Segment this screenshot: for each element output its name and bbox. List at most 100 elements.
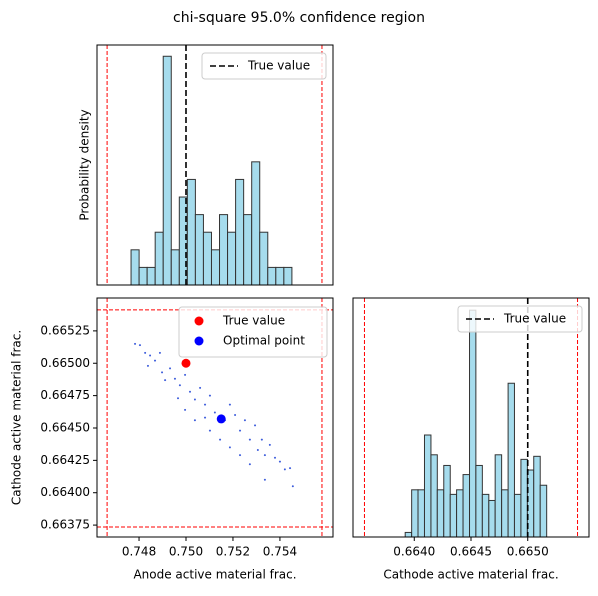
bar bbox=[235, 178, 245, 286]
bar bbox=[488, 499, 496, 538]
x-tick-label: 0.752 bbox=[216, 545, 250, 559]
sample-point bbox=[289, 467, 292, 470]
sample-point bbox=[149, 354, 152, 357]
sample-point bbox=[144, 351, 147, 354]
bar bbox=[507, 382, 515, 538]
sample-point bbox=[154, 359, 157, 362]
sample-point bbox=[204, 403, 207, 406]
panel: Probability density True value bbox=[78, 44, 334, 286]
sample-point bbox=[184, 373, 187, 376]
sample-point bbox=[146, 364, 149, 367]
bar bbox=[210, 249, 221, 286]
bar bbox=[154, 231, 164, 286]
bar bbox=[130, 249, 140, 286]
bar bbox=[501, 489, 509, 538]
bar bbox=[186, 178, 196, 286]
sample-point bbox=[219, 438, 222, 441]
bar bbox=[251, 161, 261, 286]
bar bbox=[462, 474, 471, 538]
sample-point bbox=[260, 438, 263, 441]
legend-label: Optimal point bbox=[223, 334, 305, 348]
plot-frame bbox=[96, 44, 334, 286]
panel: 0.748 0.750 0.752 0.754 0.66375 0.66400 0.6642… bbox=[10, 297, 334, 582]
x-tick-label: 0.6650 bbox=[507, 545, 549, 559]
sample-point bbox=[161, 371, 164, 374]
bar bbox=[449, 493, 458, 538]
sample-point bbox=[248, 438, 251, 441]
bar bbox=[423, 434, 432, 538]
bar bbox=[475, 464, 483, 538]
sample-point bbox=[158, 351, 161, 354]
y-axis-label: Cathode active material frac. bbox=[10, 330, 24, 505]
x-tick-label: 0.754 bbox=[263, 545, 297, 559]
bar bbox=[456, 489, 464, 538]
legend-symbol bbox=[194, 336, 204, 346]
plot-frame bbox=[352, 297, 590, 538]
bar bbox=[494, 454, 503, 538]
x-tick-label: 0.750 bbox=[169, 545, 203, 559]
y-tick-label: 0.66500 bbox=[40, 356, 90, 370]
bar bbox=[404, 531, 413, 538]
x-tick-label: 0.6640 bbox=[393, 545, 435, 559]
marker-point bbox=[181, 358, 191, 368]
y-tick-label: 0.66375 bbox=[40, 518, 90, 532]
sample-point bbox=[234, 414, 237, 417]
sample-point bbox=[256, 448, 259, 451]
sample-point bbox=[199, 386, 202, 389]
legend-symbol bbox=[194, 316, 204, 326]
bar bbox=[417, 489, 425, 538]
x-axis-label: Cathode active material frac. bbox=[383, 568, 558, 582]
bar bbox=[443, 464, 451, 538]
sample-point bbox=[243, 419, 246, 422]
x-axis-label: Anode active material frac. bbox=[133, 568, 296, 582]
y-tick-label: 0.66475 bbox=[40, 388, 90, 402]
bar bbox=[430, 454, 438, 538]
bar bbox=[520, 458, 528, 538]
bar bbox=[194, 214, 204, 286]
legend bbox=[178, 306, 328, 358]
bar bbox=[481, 493, 490, 538]
bar bbox=[162, 55, 172, 286]
plot-frame bbox=[96, 297, 334, 538]
sample-point bbox=[273, 456, 276, 459]
sample-point bbox=[193, 419, 196, 422]
bar bbox=[513, 493, 522, 538]
sample-point bbox=[239, 454, 242, 457]
legend bbox=[457, 305, 583, 333]
bar bbox=[146, 266, 156, 286]
sample-point bbox=[184, 408, 187, 411]
bar bbox=[436, 489, 445, 538]
y-axis-label: Probability density bbox=[78, 109, 92, 220]
bar bbox=[283, 266, 293, 286]
sample-point bbox=[263, 454, 266, 457]
sample-point bbox=[213, 411, 216, 414]
bar bbox=[170, 249, 180, 286]
sample-point bbox=[188, 390, 191, 393]
sample-point bbox=[268, 443, 271, 446]
bar bbox=[259, 231, 269, 286]
sample-point bbox=[263, 478, 266, 481]
legend-label: True value bbox=[222, 314, 285, 328]
sample-point bbox=[208, 429, 211, 432]
sample-point bbox=[204, 416, 207, 419]
sample-point bbox=[239, 429, 242, 432]
x-tick-label: 0.6645 bbox=[450, 545, 492, 559]
bar bbox=[243, 214, 253, 286]
sample-point bbox=[283, 468, 286, 471]
marker-point bbox=[216, 414, 226, 424]
bar bbox=[219, 214, 229, 286]
bar bbox=[469, 309, 477, 538]
sample-point bbox=[278, 460, 281, 463]
legend bbox=[201, 52, 327, 80]
y-tick-label: 0.66425 bbox=[40, 453, 90, 467]
figure-title: chi-square 95.0% confidence region bbox=[173, 10, 425, 26]
sample-point bbox=[134, 342, 137, 345]
y-tick-label: 0.66400 bbox=[40, 485, 90, 499]
sample-point bbox=[177, 397, 180, 400]
sample-point bbox=[254, 424, 257, 427]
sample-point bbox=[164, 379, 167, 382]
sample-point bbox=[138, 344, 141, 347]
sample-point bbox=[291, 485, 294, 488]
bar bbox=[138, 266, 148, 286]
legend-label: True value bbox=[247, 59, 310, 73]
